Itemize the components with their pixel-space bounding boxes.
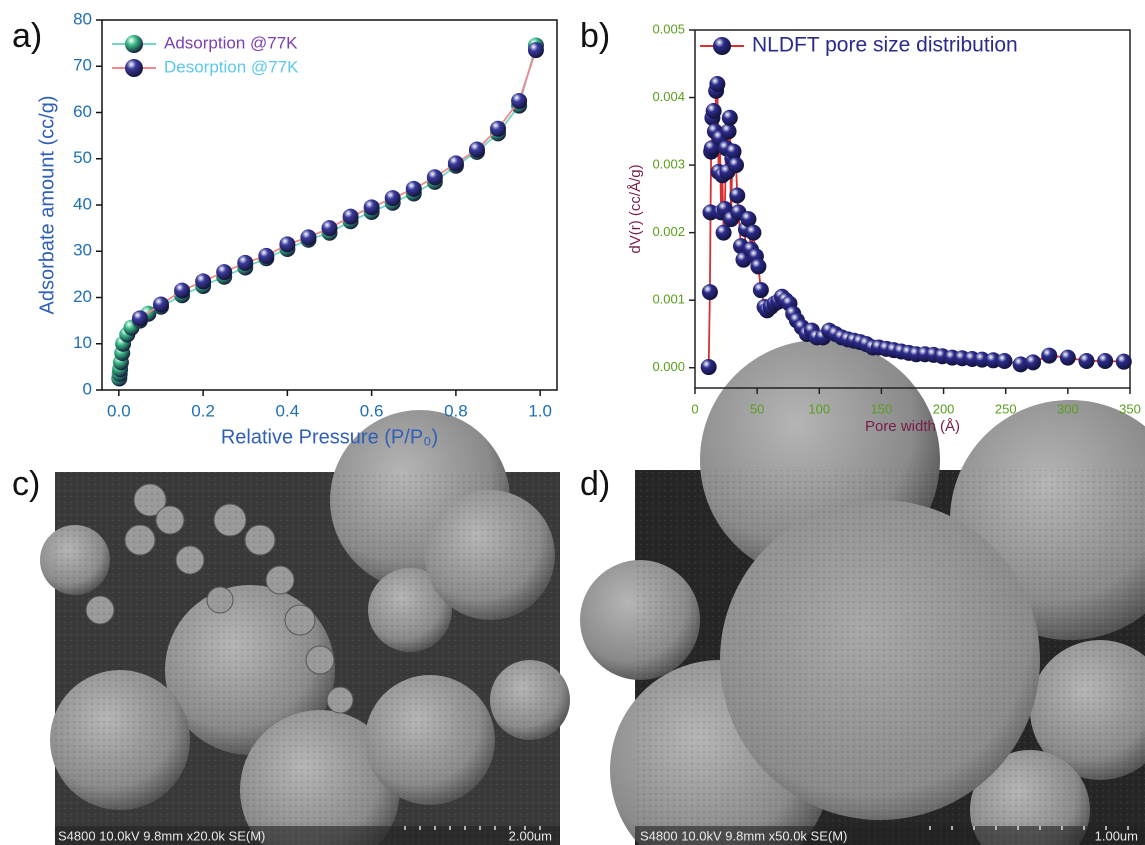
sem-caption: S4800 10.0kV 9.8mm x50.0k SE(M)	[640, 828, 847, 843]
legend-label: NLDFT pore size distribution	[752, 34, 1018, 57]
y-axis-label: Adsorbate amount (cc/g)	[36, 96, 58, 315]
data-point	[715, 224, 732, 241]
data-point	[363, 199, 380, 216]
data-point	[701, 284, 718, 301]
x-tick-label: 250	[995, 401, 1017, 416]
x-tick-label: 300	[1057, 401, 1079, 416]
sem-image: S4800 10.0kV 9.8mm x50.0k SE(M) 1.00um	[580, 340, 1145, 845]
sem-scale: 1.00um	[1095, 828, 1138, 843]
data-point	[1041, 347, 1058, 364]
y-tick-label: 0.005	[652, 21, 685, 36]
chart: 0 10 20 30 40 50 60 70 80 0.0 0.2 0.4 0.6 0.8 1.0 Relat…	[36, 9, 558, 448]
y-tick-label: 0.001	[652, 292, 685, 307]
data-point	[725, 143, 742, 160]
data-point	[511, 92, 528, 109]
data-point	[705, 103, 722, 120]
y-tick-label: 60	[73, 102, 92, 121]
panel-label: d)	[580, 465, 610, 503]
legend-label: Adsorption @77K	[164, 33, 298, 52]
legend-marker	[713, 37, 731, 55]
x-tick-label: 0.2	[191, 401, 215, 420]
data-point	[700, 359, 717, 376]
x-tick-label: 0.6	[360, 401, 384, 420]
data-point	[342, 208, 359, 225]
legend-label: Desorption @77K	[164, 57, 299, 76]
x-tick-label: 0.0	[107, 401, 131, 420]
y-tick-label: 50	[73, 148, 92, 167]
data-point	[721, 109, 738, 126]
data-point	[490, 120, 507, 137]
data-point	[216, 264, 233, 281]
sem-image: S4800 10.0kV 9.8mm x20.0k SE(M) 2.00um	[40, 410, 570, 845]
legend-marker	[125, 35, 143, 53]
data-point	[152, 296, 169, 313]
data-point	[426, 169, 443, 186]
x-tick-label: 0	[691, 401, 698, 416]
data-point	[279, 236, 296, 253]
data-point	[1115, 353, 1132, 370]
data-point	[174, 282, 191, 299]
data-point	[1025, 354, 1042, 371]
y-tick-label: 10	[73, 333, 92, 352]
y-tick-label: 0.003	[652, 157, 685, 172]
y-tick-label: 0.000	[652, 359, 685, 374]
x-tick-label: 200	[933, 401, 955, 416]
y-tick-label: 0.002	[652, 224, 685, 239]
chart: 0.000 0.001 0.002 0.003 0.004 0.005 0 50 100 150 2…	[627, 21, 1141, 435]
panel-label: b)	[580, 17, 610, 55]
data-point	[996, 352, 1013, 369]
data-point	[750, 258, 767, 275]
plot-frame	[694, 29, 1131, 389]
sem-caption: S4800 10.0kV 9.8mm x20.0k SE(M)	[58, 828, 265, 843]
x-tick-label: 50	[750, 401, 764, 416]
y-tick-label: 20	[73, 287, 92, 306]
y-tick-label: 0.004	[652, 89, 685, 104]
data-point	[720, 123, 737, 140]
data-point	[745, 224, 762, 241]
series-line	[707, 83, 1124, 368]
data-point	[729, 187, 746, 204]
y-tick-label: 40	[73, 194, 92, 213]
data-point	[1097, 352, 1114, 369]
x-tick-label: 1.0	[528, 401, 552, 420]
x-tick-label: 150	[871, 401, 893, 416]
data-point	[321, 220, 338, 237]
data-point	[1059, 349, 1076, 366]
data-point	[384, 190, 401, 207]
y-axis-label: dV(r) (cc/Å/g)	[627, 164, 644, 253]
data-point	[709, 76, 726, 93]
data-point	[740, 211, 757, 228]
data-point	[468, 141, 485, 158]
x-axis-label: Relative Pressure (P/P₀)	[221, 426, 438, 448]
data-point	[527, 42, 544, 59]
series-line	[118, 45, 537, 379]
x-axis-label: Pore width (Å)	[865, 418, 960, 435]
y-tick-label: 0	[83, 379, 92, 398]
panel-label: c)	[12, 465, 40, 503]
x-tick-label: 100	[808, 401, 830, 416]
x-tick-label: 350	[1119, 401, 1141, 416]
data-point	[237, 254, 254, 271]
x-tick-label: 0.8	[444, 401, 468, 420]
data-point	[447, 155, 464, 172]
data-point	[1078, 352, 1095, 369]
y-tick-label: 70	[73, 56, 92, 75]
data-point	[195, 273, 212, 290]
data-point	[131, 310, 148, 327]
data-point	[405, 180, 422, 197]
panel-label: a)	[12, 17, 42, 55]
y-tick-label: 30	[73, 241, 92, 260]
legend-marker	[125, 59, 143, 77]
x-tick-label: 0.4	[276, 401, 300, 420]
data-point	[300, 229, 317, 246]
data-point	[258, 247, 275, 264]
y-tick-label: 80	[73, 9, 92, 28]
data-point	[752, 282, 769, 299]
data-point	[1012, 356, 1029, 373]
sem-scale: 2.00um	[509, 828, 552, 843]
data-point	[728, 157, 745, 174]
